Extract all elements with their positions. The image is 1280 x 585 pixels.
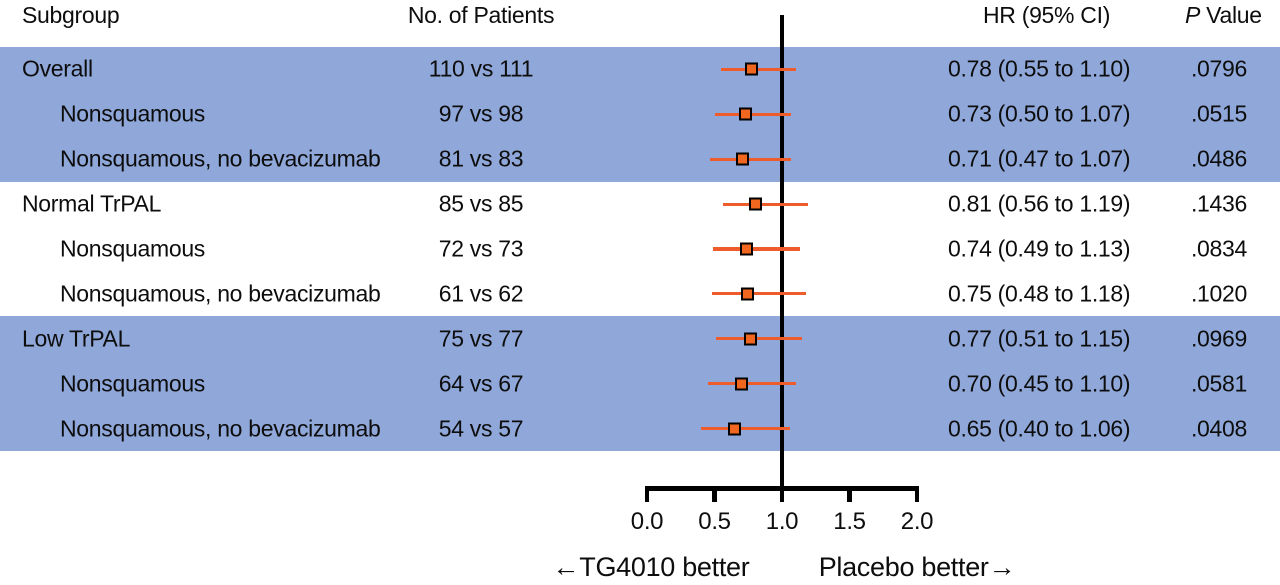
p-value: .0834 [1190, 235, 1248, 262]
table-row: Overall 110 vs 111 0.78 (0.55 to 1.10) .079… [0, 47, 1280, 92]
ci-line [714, 112, 792, 116]
hr-ci-value: 0.71 (0.47 to 1.07) [948, 145, 1131, 172]
table-row: Nonsquamous 72 vs 73 0.74 (0.49 to 1.13) .0… [0, 227, 1280, 272]
p-value: .0515 [1190, 100, 1248, 127]
hr-ci-value: 0.78 (0.55 to 1.10) [948, 55, 1131, 82]
subgroup-label: Nonsquamous, no bevacizumab [60, 145, 381, 172]
col-header-p-value: P Value [1185, 2, 1262, 28]
hr-ci-value: 0.73 (0.50 to 1.07) [948, 100, 1131, 127]
col-header-hr-ci: HR (95% CI) [983, 2, 1111, 28]
x-axis-tick-label: 0.0 [630, 508, 664, 535]
hr-ci-value: 0.77 (0.51 to 1.15) [948, 325, 1131, 352]
hr-marker [738, 107, 752, 121]
p-value: .0581 [1190, 370, 1248, 397]
x-axis-tick-label: 0.5 [698, 508, 731, 535]
table-row: Normal TrPAL 85 vs 85 0.81 (0.56 to 1.19).… [0, 182, 1280, 227]
table-row: Nonsquamous, no bevacizumab 61 vs 62 0.75 … [0, 271, 1280, 316]
hr-marker [739, 242, 753, 256]
x-axis-label-right: Placebo better→ [818, 552, 1016, 582]
patients-count: 85 vs 85 [438, 190, 524, 217]
hr-ci-value: 0.65 (0.40 to 1.06) [948, 415, 1131, 442]
x-axis-tick-label: 2.0 [900, 508, 934, 535]
hr-marker [749, 197, 763, 211]
x-axis-tick [712, 486, 717, 502]
patients-count: 110 vs 111 [428, 55, 534, 82]
ci-line [713, 247, 800, 251]
hr-ci-value: 0.81 (0.56 to 1.19) [948, 190, 1131, 217]
col-header-patients: No. of Patients [407, 2, 555, 28]
p-value: .0969 [1190, 325, 1248, 352]
x-axis-tick-label: 1.5 [833, 508, 866, 535]
subgroup-label: Nonsquamous, no bevacizumab [60, 415, 381, 442]
x-axis-tick [914, 486, 920, 502]
p-value-italic-p: P [1185, 2, 1201, 28]
ci-line [711, 292, 807, 296]
ci-line [721, 67, 796, 72]
table-row: Nonsquamous 64 vs 67 0.70 (0.45 to 1.10) .0… [0, 361, 1280, 407]
p-value: .0796 [1190, 55, 1248, 82]
x-axis-tick-label: 1.0 [765, 508, 799, 535]
patients-count: 54 vs 57 [438, 415, 524, 442]
subgroup-label: Nonsquamous [60, 370, 206, 397]
subgroup-label: Low TrPAL [22, 325, 131, 352]
patients-count: 64 vs 67 [438, 370, 524, 397]
p-value: .0486 [1190, 145, 1248, 172]
patients-count: 81 vs 83 [438, 145, 524, 172]
hr-marker [735, 152, 749, 166]
col-header-subgroup: Subgroup [22, 2, 120, 28]
patients-count: 72 vs 73 [438, 235, 524, 262]
hr-marker [745, 62, 759, 76]
hr-marker [743, 332, 757, 346]
x-axis-tick [779, 486, 785, 502]
reference-line-hr-1 [779, 15, 785, 491]
p-value: .0408 [1190, 415, 1248, 442]
subgroup-label: Normal TrPAL [22, 190, 162, 217]
ci-line [715, 337, 803, 341]
ci-line [701, 426, 791, 431]
table-row: Low TrPAL 75 vs 77 0.77 (0.51 to 1.15) .096… [0, 316, 1280, 362]
ci-line [710, 157, 792, 161]
table-row: Nonsquamous, no bevacizumab 81 vs 83 0.71 … [0, 136, 1280, 182]
subgroup-label: Nonsquamous, no bevacizumab [60, 280, 381, 307]
hr-marker [727, 422, 741, 436]
hr-ci-value: 0.70 (0.45 to 1.10) [948, 370, 1131, 397]
p-value-rest: Value [1200, 2, 1262, 28]
subgroup-label: Overall [22, 55, 93, 82]
subgroup-label: Nonsquamous [60, 235, 206, 262]
hr-ci-value: 0.74 (0.49 to 1.13) [948, 235, 1131, 262]
p-value: .1436 [1190, 190, 1248, 217]
table-row: Nonsquamous 97 vs 98 0.73 (0.50 to 1.07) .0… [0, 91, 1280, 137]
ci-line [707, 382, 796, 386]
x-axis-label-left: ←TG4010 better [552, 552, 750, 582]
x-axis-tick [847, 486, 852, 502]
patients-count: 75 vs 77 [438, 325, 524, 352]
table-row: Nonsquamous, no bevacizumab 54 vs 57 0.65 … [0, 406, 1280, 451]
ci-line [722, 202, 808, 206]
subgroup-label: Nonsquamous [60, 100, 206, 127]
hr-marker [741, 287, 755, 301]
x-axis-tick [644, 486, 650, 502]
p-value: .1020 [1190, 280, 1248, 307]
hr-ci-value: 0.75 (0.48 to 1.18) [948, 280, 1131, 307]
patients-count: 97 vs 98 [438, 100, 524, 127]
patients-count: 61 vs 62 [438, 280, 524, 307]
hr-marker [734, 377, 748, 391]
